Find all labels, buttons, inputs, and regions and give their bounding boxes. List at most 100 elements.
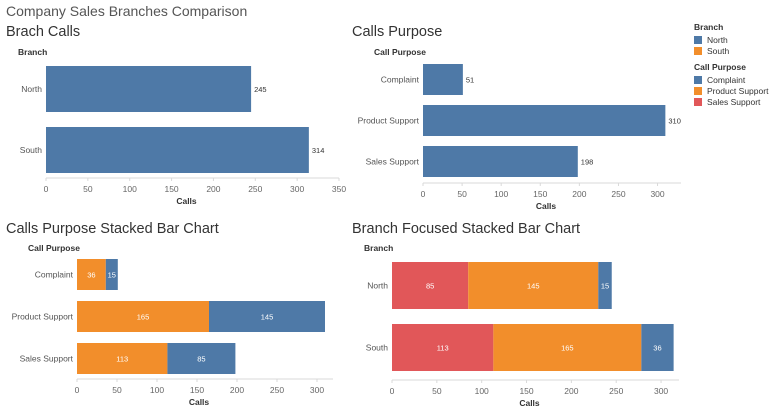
legend-branch-title: Branch bbox=[694, 22, 724, 32]
branch-focused-stacked-tick-label-300: 300 bbox=[654, 386, 668, 396]
brach-calls-bar-north bbox=[46, 66, 252, 112]
calls-purpose-stacked-category-label-product-support: Product Support bbox=[12, 312, 74, 322]
calls-purpose-stacked-bar-complaint-south bbox=[77, 259, 106, 290]
legend-panel: Branch North South Call Purpose Complain… bbox=[694, 22, 780, 107]
calls-purpose-stacked-bar-label-sales-support-north: 85 bbox=[197, 355, 205, 364]
branch-focused-stacked-tick-label-150: 150 bbox=[519, 386, 533, 396]
branch-focused-stacked-bar-label-north-sales-support: 85 bbox=[426, 282, 434, 291]
chart-title-brach-calls: Brach Calls bbox=[6, 24, 81, 40]
calls-purpose-bar-label-sales-support: 198 bbox=[581, 158, 594, 167]
legend-swatch-south bbox=[694, 46, 702, 55]
brach-calls-category-label-north: North bbox=[21, 84, 42, 94]
branch-focused-stacked-tick-label-100: 100 bbox=[475, 386, 489, 396]
legend-label-south: South bbox=[707, 45, 730, 56]
legend-swatch-north bbox=[694, 35, 702, 44]
branch-focused-stacked-bar-label-north-product-support: 145 bbox=[527, 282, 540, 291]
branch-focused-stacked-bar-label-south-product-support: 165 bbox=[561, 344, 574, 353]
legend-item-sales-support[interactable]: Sales Support bbox=[694, 96, 780, 107]
calls-purpose-bar-label-product-support: 310 bbox=[668, 117, 681, 126]
calls-purpose-stacked-bar-label-product-support-north: 145 bbox=[261, 313, 274, 322]
calls-purpose-stacked-tick-label-100: 100 bbox=[150, 385, 164, 395]
brach-calls-bar-south bbox=[46, 127, 309, 173]
calls-purpose-category-label-product-support: Product Support bbox=[358, 116, 420, 126]
legend-item-product-support[interactable]: Product Support bbox=[694, 85, 780, 96]
calls-purpose-x-axis-title: Calls bbox=[536, 201, 557, 211]
calls-purpose-tick-label-50: 50 bbox=[457, 189, 467, 199]
branch-focused-stacked-tick-label-200: 200 bbox=[564, 386, 578, 396]
calls-purpose-stacked-bar-label-complaint-south: 36 bbox=[87, 271, 95, 280]
calls-purpose-tick-label-250: 250 bbox=[611, 189, 625, 199]
legend-label-product-support: Product Support bbox=[707, 85, 769, 96]
legend-swatch-complaint bbox=[694, 75, 702, 84]
calls-purpose-stacked-bar-label-complaint-north: 15 bbox=[108, 271, 116, 280]
brach-calls-bar-label-south: 314 bbox=[312, 146, 325, 155]
calls-purpose-bar-product-support bbox=[423, 105, 666, 136]
calls-purpose-tick-label-150: 150 bbox=[533, 189, 547, 199]
legend-label-north: North bbox=[707, 34, 728, 45]
calls-purpose-bar-label-complaint: 51 bbox=[466, 76, 474, 85]
branch-focused-stacked-bar-label-south-complaint: 36 bbox=[653, 344, 661, 353]
calls-purpose-stacked-dim-header: Call Purpose bbox=[28, 243, 80, 253]
brach-calls-dim-header: Branch bbox=[18, 47, 47, 57]
calls-purpose-bar-complaint bbox=[423, 64, 463, 95]
branch-focused-stacked-bar-south-product-support bbox=[493, 324, 642, 371]
branch-focused-stacked-bar-north-complaint bbox=[598, 262, 612, 309]
calls-purpose-stacked-tick-label-300: 300 bbox=[310, 385, 324, 395]
branch-focused-stacked-bar-label-north-complaint: 15 bbox=[601, 282, 609, 291]
calls-purpose-category-label-complaint: Complaint bbox=[381, 75, 420, 85]
branch-focused-stacked-bar-label-south-sales-support: 113 bbox=[437, 344, 449, 353]
legend-swatch-sales-support bbox=[694, 97, 702, 106]
branch-focused-stacked-bar-north-sales-support bbox=[392, 262, 469, 309]
brach-calls-tick-label-250: 250 bbox=[248, 184, 262, 194]
brach-calls-tick-label-350: 350 bbox=[332, 184, 346, 194]
brach-calls-tick-label-100: 100 bbox=[123, 184, 137, 194]
calls-purpose-chart: Call Purpose 0 50 100 150 200 250 300 Calls Compl… bbox=[358, 47, 681, 211]
dashboard-title: Company Sales Branches Comparison bbox=[6, 3, 248, 19]
calls-purpose-tick-label-200: 200 bbox=[572, 189, 586, 199]
brach-calls-tick-label-200: 200 bbox=[206, 184, 220, 194]
calls-purpose-stacked-x-axis-title: Calls bbox=[189, 397, 210, 407]
branch-focused-stacked-category-label-south: South bbox=[366, 343, 388, 353]
branch-focused-stacked-category-label-north: North bbox=[367, 281, 388, 291]
calls-purpose-category-label-sales-support: Sales Support bbox=[366, 157, 420, 167]
calls-purpose-stacked-tick-label-200: 200 bbox=[230, 385, 244, 395]
calls-purpose-stacked-tick-label-250: 250 bbox=[270, 385, 284, 395]
calls-purpose-tick-label-100: 100 bbox=[494, 189, 508, 199]
calls-purpose-tick-label-300: 300 bbox=[650, 189, 664, 199]
calls-purpose-stacked-chart: Call Purpose 0 50 100 150 200 250 300 Calls Compl… bbox=[12, 243, 333, 407]
calls-purpose-dim-header: Call Purpose bbox=[374, 47, 426, 57]
branch-focused-stacked-tick-label-0: 0 bbox=[390, 386, 395, 396]
calls-purpose-stacked-bar-complaint-north bbox=[105, 259, 118, 290]
calls-purpose-stacked-bar-sales-support-south bbox=[77, 343, 168, 374]
chart-title-branch-focused-stacked: Branch Focused Stacked Bar Chart bbox=[352, 221, 581, 237]
calls-purpose-stacked-tick-label-0: 0 bbox=[75, 385, 80, 395]
brach-calls-bar-label-north: 245 bbox=[254, 85, 267, 94]
legend-item-south[interactable]: South bbox=[694, 45, 780, 56]
calls-purpose-bar-sales-support bbox=[423, 146, 578, 177]
legend-call-purpose-title: Call Purpose bbox=[694, 62, 746, 72]
chart-title-calls-purpose-stacked: Calls Purpose Stacked Bar Chart bbox=[6, 221, 219, 237]
calls-purpose-stacked-tick-label-150: 150 bbox=[190, 385, 204, 395]
branch-focused-stacked-dim-header: Branch bbox=[364, 243, 393, 253]
chart-title-calls-purpose: Calls Purpose bbox=[352, 24, 443, 40]
calls-purpose-stacked-category-label-sales-support: Sales Support bbox=[20, 354, 74, 364]
calls-purpose-stacked-tick-label-50: 50 bbox=[112, 385, 122, 395]
brach-calls-x-axis-title: Calls bbox=[176, 196, 197, 206]
legend-swatch-product-support bbox=[694, 86, 702, 95]
legend-item-complaint[interactable]: Complaint bbox=[694, 74, 780, 85]
brach-calls-tick-label-150: 150 bbox=[164, 184, 178, 194]
branch-focused-stacked-bar-south-complaint bbox=[641, 324, 674, 371]
branch-focused-stacked-bar-north-product-support bbox=[468, 262, 599, 309]
legend-label-sales-support: Sales Support bbox=[707, 96, 761, 107]
branch-focused-stacked-chart: Branch 0 50 100 150 200 250 300 Calls North 85 145 1… bbox=[364, 243, 679, 408]
branch-focused-stacked-x-axis-title: Calls bbox=[519, 398, 540, 408]
calls-purpose-stacked-bar-product-support-south bbox=[77, 301, 209, 332]
calls-purpose-stacked-bar-label-product-support-south: 165 bbox=[137, 313, 150, 322]
branch-focused-stacked-bar-south-sales-support bbox=[392, 324, 494, 371]
brach-calls-category-label-south: South bbox=[20, 145, 42, 155]
legend-item-north[interactable]: North bbox=[694, 34, 780, 45]
calls-purpose-tick-label-0: 0 bbox=[421, 189, 426, 199]
calls-purpose-stacked-bar-product-support-north bbox=[209, 301, 325, 332]
calls-purpose-stacked-bar-sales-support-north bbox=[167, 343, 236, 374]
brach-calls-tick-label-0: 0 bbox=[44, 184, 49, 194]
